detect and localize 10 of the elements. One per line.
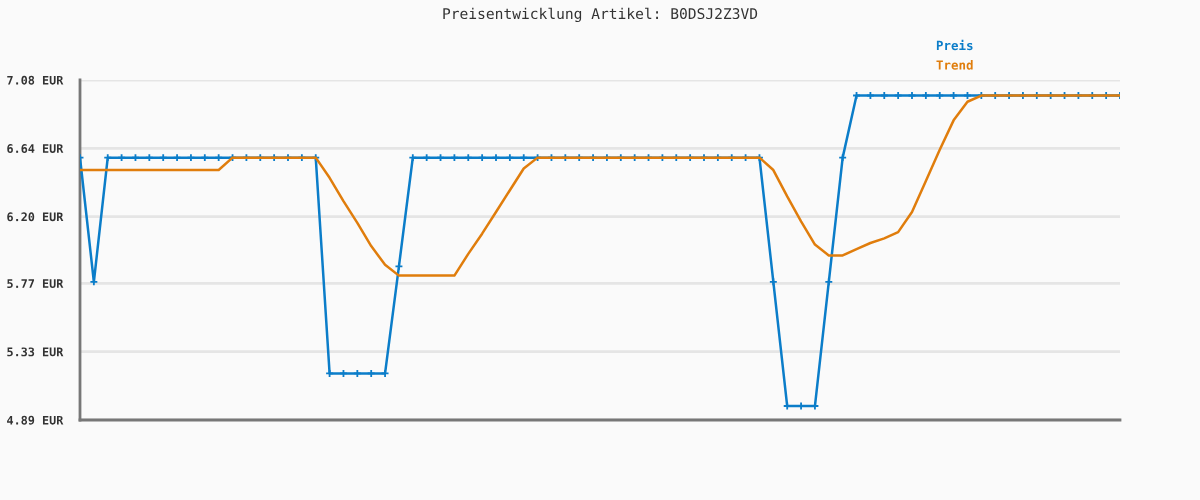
text: Preis [936, 39, 973, 51]
y-tick-label: 6.64 EUR [7, 144, 64, 153]
y-tick-label: 5.33 EUR [7, 347, 64, 357]
chart-title: Preisentwicklung Artikel: B0DSJ2Z3VD [443, 7, 758, 23]
y-tick-label: 4.89 EUR [7, 415, 64, 425]
text: Trend [936, 60, 973, 70]
line-series [80, 94, 1120, 277]
y-tick-label: 6.20 EUR [7, 212, 64, 222]
y-tick-label: 5.77 EUR [7, 279, 64, 289]
y-tick-label: 7.08 EUR [7, 75, 64, 85]
